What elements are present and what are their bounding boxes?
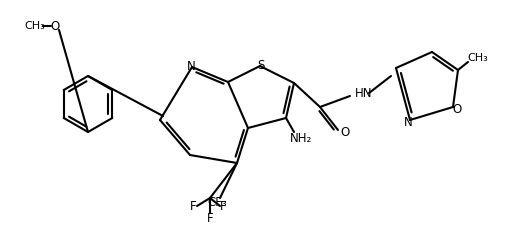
Text: S: S	[258, 59, 265, 72]
Text: N: N	[403, 115, 413, 128]
Text: F: F	[220, 200, 226, 213]
Text: O: O	[50, 19, 60, 32]
Text: CF₃: CF₃	[207, 196, 227, 209]
Text: NH₂: NH₂	[290, 132, 312, 145]
Text: O: O	[452, 102, 462, 115]
Text: HN: HN	[355, 87, 373, 100]
Text: N: N	[187, 59, 195, 73]
Text: CH₃: CH₃	[25, 21, 45, 31]
Text: CH₃: CH₃	[468, 53, 488, 63]
Text: F: F	[207, 211, 213, 224]
Text: F: F	[190, 200, 196, 213]
Text: O: O	[340, 127, 349, 140]
